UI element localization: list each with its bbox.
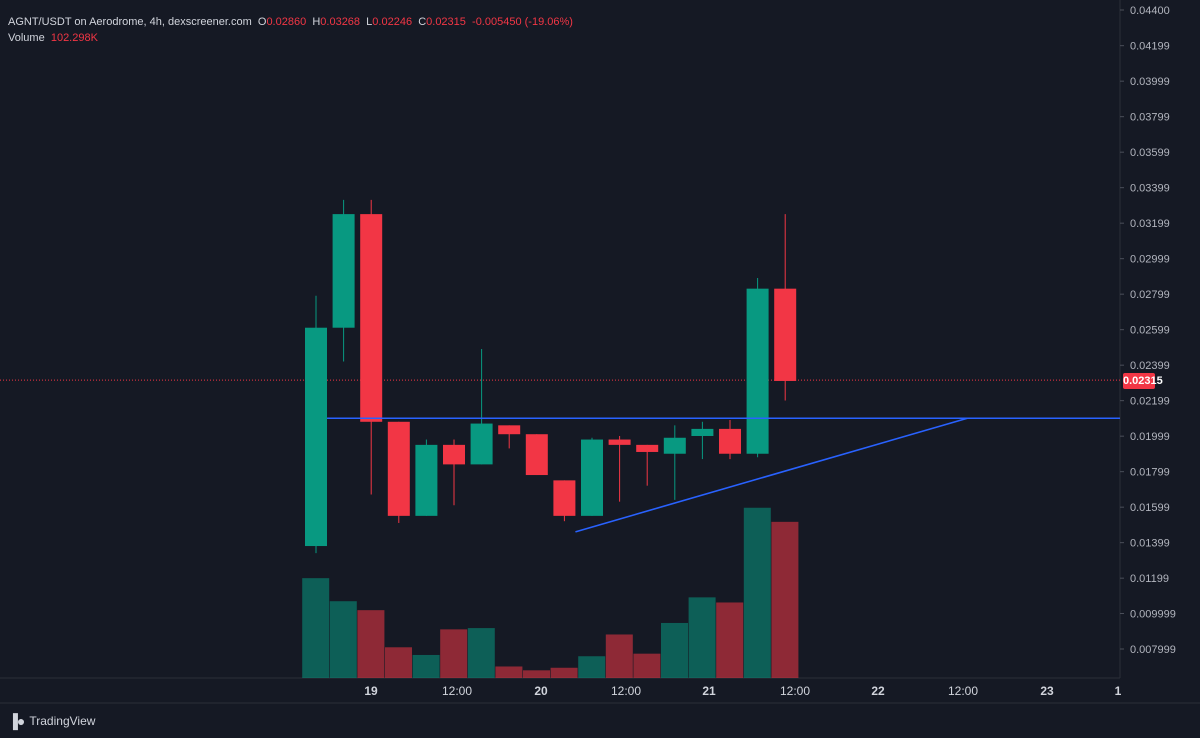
- y-tick-label: 0.01199: [1130, 573, 1169, 585]
- y-tick-label: 0.03199: [1130, 218, 1170, 230]
- candle-body: [525, 434, 548, 476]
- x-tick-label: 12:00: [948, 684, 978, 698]
- volume-bar: [578, 656, 606, 678]
- brand-name: TradingView: [29, 714, 96, 728]
- candle-body: [470, 423, 493, 465]
- candle-body: [553, 480, 576, 516]
- y-tick-label: 0.007999: [1130, 644, 1176, 656]
- candle-body: [415, 444, 438, 516]
- candle-body: [305, 327, 327, 547]
- volume-bar: [302, 578, 330, 678]
- x-tick-label: 21: [702, 684, 716, 698]
- volume-bar: [661, 622, 688, 678]
- y-tick-label: 0.02199: [1130, 396, 1170, 408]
- y-tick-label: 0.01999: [1130, 431, 1170, 443]
- high-value: 0.03268: [320, 16, 361, 28]
- chart-legend: AGNT/USDT on Aerodrome, 4h, dexscreener.…: [8, 14, 573, 46]
- y-tick-label: 0.02999: [1130, 254, 1170, 266]
- volume-bar: [688, 597, 716, 678]
- support-trendline: [575, 417, 968, 533]
- open-label: O: [257, 16, 267, 28]
- y-tick-label: 0.03999: [1130, 76, 1170, 88]
- y-tick-label: 0.04400: [1130, 5, 1170, 17]
- x-tick-label: 12:00: [611, 684, 641, 698]
- y-tick-label: 0.01799: [1130, 467, 1170, 479]
- candle-body: [498, 425, 521, 435]
- low-label: L: [366, 16, 373, 28]
- volume-bar: [550, 667, 578, 678]
- candle-body: [746, 288, 769, 454]
- volume-bar: [467, 628, 495, 678]
- volume-bar: [605, 634, 633, 678]
- volume-bar: [385, 647, 412, 678]
- candle-body: [691, 428, 714, 436]
- candle-body: [332, 214, 355, 328]
- candle-body: [608, 439, 631, 445]
- volume-bar: [633, 653, 661, 678]
- y-tick-label: 0.03599: [1130, 147, 1170, 159]
- candle-body: [387, 421, 410, 516]
- volume-label[interactable]: Volume: [8, 32, 45, 44]
- y-tick-label: 0.02599: [1130, 325, 1170, 337]
- symbol-title[interactable]: AGNT/USDT on Aerodrome, 4h, dexscreener.…: [8, 16, 252, 28]
- x-tick-label: 19: [364, 684, 378, 698]
- volume-bar: [743, 507, 771, 678]
- y-tick-label: 0.01399: [1130, 538, 1170, 550]
- x-tick-label: 1: [1115, 684, 1122, 698]
- y-tick-label: 0.03799: [1130, 112, 1170, 124]
- x-tick-label: 23: [1040, 684, 1054, 698]
- volume-value: 102.298K: [50, 32, 98, 44]
- y-tick-label: 0.02399: [1130, 360, 1170, 372]
- volume-bar: [357, 610, 385, 678]
- close-label: C: [418, 16, 427, 28]
- candle-body: [636, 444, 659, 452]
- y-tick-label: 0.009999: [1130, 609, 1176, 621]
- high-label: H: [312, 16, 321, 28]
- low-value: 0.02246: [372, 16, 413, 28]
- x-tick-label: 22: [871, 684, 885, 698]
- volume-bar: [412, 654, 440, 678]
- volume-bar: [523, 670, 550, 678]
- volume-bar: [716, 602, 744, 678]
- x-tick-label: 12:00: [442, 684, 472, 698]
- candle-body: [443, 444, 465, 465]
- x-tick-label: 12:00: [780, 684, 810, 698]
- volume-bar: [495, 666, 523, 678]
- open-value: 0.02860: [266, 16, 307, 28]
- change-value: -0.005450 (-19.06%): [472, 16, 573, 28]
- close-value: 0.02315: [426, 16, 466, 28]
- candle-body: [581, 439, 603, 516]
- candle-body: [360, 214, 383, 422]
- candle-body: [663, 437, 686, 454]
- tradingview-logo-icon: ▐●: [8, 713, 25, 729]
- volume-bar: [771, 521, 799, 678]
- candle-body: [774, 288, 797, 381]
- tradingview-brand[interactable]: ▐● TradingView: [8, 713, 95, 729]
- y-tick-label: 0.04199: [1130, 41, 1170, 53]
- candle-body: [719, 428, 741, 454]
- y-tick-label: 0.01599: [1130, 502, 1170, 514]
- x-tick-label: 20: [534, 684, 548, 698]
- y-tick-label: 0.02799: [1130, 289, 1170, 301]
- volume-bar: [329, 601, 357, 678]
- last-price-badge: 0.02315: [1123, 373, 1163, 389]
- volume-bar: [440, 629, 468, 678]
- y-tick-label: 0.03399: [1130, 183, 1170, 195]
